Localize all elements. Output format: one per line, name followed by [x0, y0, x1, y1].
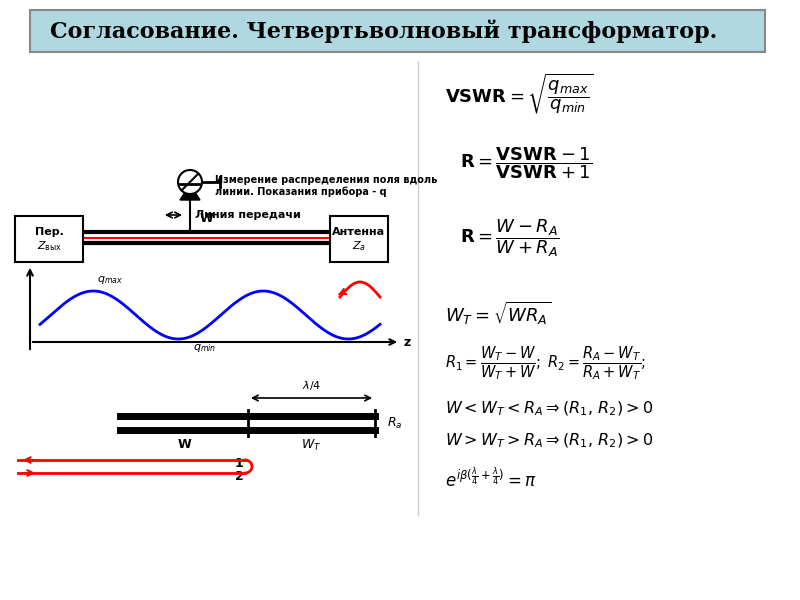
Text: $\lambda/4$: $\lambda/4$	[302, 379, 321, 392]
Text: $W_T = \sqrt{WR_A}$: $W_T = \sqrt{WR_A}$	[445, 300, 551, 327]
Text: $\mathbf{VSWR} = \sqrt{\dfrac{q_{max}}{q_{min}}}$: $\mathbf{VSWR} = \sqrt{\dfrac{q_{max}}{q…	[445, 72, 594, 116]
Text: Линия передачи: Линия передачи	[195, 210, 301, 220]
Text: z: z	[404, 335, 411, 349]
Polygon shape	[180, 184, 200, 200]
Text: $Z_{\text{вых}}$: $Z_{\text{вых}}$	[37, 239, 62, 253]
Text: линии. Показания прибора - q: линии. Показания прибора - q	[215, 187, 386, 197]
Text: $R_1 = \dfrac{W_T - W}{W_T + W};\; R_2 = \dfrac{R_A - W_T}{R_A + W_T};$: $R_1 = \dfrac{W_T - W}{W_T + W};\; R_2 =…	[445, 344, 646, 382]
Text: q: q	[21, 248, 30, 261]
Text: $W_T$: $W_T$	[302, 437, 322, 452]
Text: 2: 2	[235, 470, 244, 483]
Text: Измерение распределения поля вдоль: Измерение распределения поля вдоль	[215, 175, 438, 185]
Text: $\mathbf{R} = \dfrac{W - R_A}{W + R_A}$: $\mathbf{R} = \dfrac{W - R_A}{W + R_A}$	[460, 217, 559, 259]
Text: $q_{max}$: $q_{max}$	[97, 274, 123, 286]
Text: Антенна: Антенна	[333, 227, 386, 237]
Text: Пер.: Пер.	[34, 227, 63, 237]
Circle shape	[178, 170, 202, 194]
Text: $e^{i\beta(\frac{\lambda}{4}+\frac{\lambda}{4})} = \pi$: $e^{i\beta(\frac{\lambda}{4}+\frac{\lamb…	[445, 467, 537, 490]
Text: $W > W_T > R_A \Rightarrow (R_1,\,R_2) > 0$: $W > W_T > R_A \Rightarrow (R_1,\,R_2) >…	[445, 432, 654, 451]
Text: $R_a$: $R_a$	[387, 415, 402, 431]
Text: 1: 1	[235, 457, 244, 470]
Text: W: W	[177, 439, 191, 451]
Text: $Z_a$: $Z_a$	[352, 239, 366, 253]
Bar	[330, 216, 388, 262]
Text: $q_{min}$: $q_{min}$	[194, 342, 217, 354]
Bar	[15, 216, 83, 262]
FancyBboxPatch shape	[30, 10, 765, 52]
Text: W: W	[200, 212, 214, 225]
Text: Согласование. Четвертьволновый трансформатор.: Согласование. Четвертьволновый трансформ…	[50, 19, 718, 43]
Text: $\mathbf{R} = \dfrac{\mathbf{VSWR} - 1}{\mathbf{VSWR} + 1}$: $\mathbf{R} = \dfrac{\mathbf{VSWR} - 1}{…	[460, 145, 592, 181]
Text: $W < W_T < R_A \Rightarrow (R_1,\,R_2) > 0$: $W < W_T < R_A \Rightarrow (R_1,\,R_2) >…	[445, 400, 654, 418]
